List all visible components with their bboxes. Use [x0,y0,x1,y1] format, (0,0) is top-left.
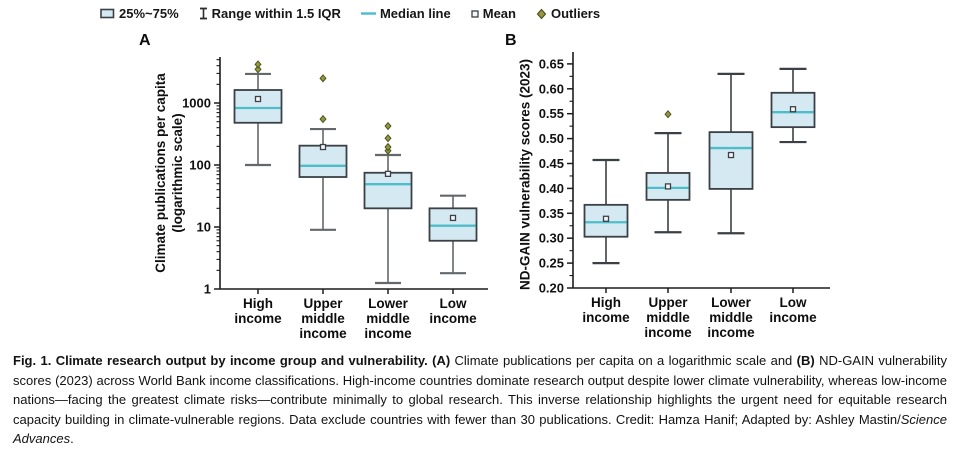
category-label-line: income [364,326,412,341]
mean-marker [254,95,262,103]
legend-label: Range within 1.5 IQR [211,6,341,21]
y-tick-label: 0.50 [539,131,564,146]
category-label-line: income [707,325,755,340]
category-label-upper-middle-income: Upper middle income [299,296,347,341]
outlier-point [384,134,392,143]
box-high-income-b [583,158,629,265]
category-label-line: income [769,310,817,325]
legend-label: Mean [482,6,516,21]
outlier-point [384,121,392,131]
y-tick-label: 0.20 [539,281,564,296]
legend-item-mean: Mean [471,6,516,21]
legend-item-outliers: Outliers [536,6,600,21]
y-tick-label: 0.35 [539,206,564,221]
figure-caption: Fig. 1. Climate research output by incom… [13,351,947,449]
category-label-line: Low [780,295,807,310]
outlier-point [384,142,392,152]
y-tick-label: 0.55 [539,106,564,121]
caption-a-marker: (A) [432,353,451,368]
category-label-line: High [243,296,273,311]
box-low-income-a [428,194,478,275]
category-label-high-income: High income [234,296,282,326]
y-tick-label: 10 [197,220,211,235]
panel-a-label: A [139,32,151,49]
y-tick-label: 0.25 [539,256,564,271]
category-label-line: middle [709,310,753,325]
mean-marker [727,151,735,159]
legend-label: 25%~75% [119,6,179,21]
box-upper-middle-income-a [298,74,348,231]
box-lower-middle-income-a [363,121,413,285]
category-label-line: income [299,326,347,341]
category-label-line: middle [301,311,345,326]
caption-lead: Fig. 1. Climate research output by incom… [13,353,433,368]
category-label-upper-middle-income: Upper middle income [644,295,692,340]
box-range-icon [100,8,115,19]
y-tick-label: 0.60 [539,81,564,96]
category-label-high-income: High income [582,295,630,325]
mean-marker [449,214,457,222]
category-label-lower-middle-income: Lower middle income [364,296,412,341]
legend-label: Outliers [550,6,601,21]
legend-item-iqr-range: Range within 1.5 IQR [199,6,341,21]
iqr-box [363,171,413,210]
category-label-line: Lower [711,295,752,310]
y-tick-label: 100 [189,158,211,173]
iqr-box [708,131,754,190]
y-tick-label: 1 [204,282,211,297]
mean-marker-icon [471,9,479,18]
category-label-line: High [591,295,621,310]
y-tick-label: 0.30 [539,231,564,246]
outlier-point [664,110,672,119]
y-tick-label: 0.45 [539,156,564,171]
y-tick-label: 0.65 [539,56,564,71]
box-upper-middle-income-b [645,110,691,234]
category-label-line: income [644,325,692,340]
category-label-low-income: Low income [429,296,477,326]
iqr-box [233,89,283,124]
mean-marker [664,183,672,190]
caption-tail: . [70,431,74,446]
outlier-point [319,74,327,83]
category-label-line: income [582,310,630,325]
category-label-line: middle [646,310,690,325]
caption-text-a: Climate publications per capita on a log… [450,353,797,368]
outlier-point [254,60,262,69]
outlier-point [319,114,327,124]
caption-text-b: ND-GAIN vulnerability scores (2023) acro… [13,353,947,427]
mean-marker [319,143,327,151]
outlier-diamond-icon [536,8,547,19]
median-line-icon [360,12,376,15]
panel-b-chart: 0.20 0.25 0.30 0.35 0.40 0.45 0.50 0.55 0.60 0.65… [539,52,830,340]
legend: 25%~75% Range within 1.5 IQR Median line… [100,6,600,21]
category-label-line: Upper [648,295,688,310]
category-label-low-income: Low income [769,295,817,325]
legend-label: Median line [379,6,451,21]
caption-b-marker: (B) [796,353,815,368]
box-lower-middle-income-b [708,72,754,235]
category-label-line: Low [440,296,467,311]
outlier-point [254,65,262,74]
panel-b-label: B [505,32,517,49]
box-low-income-b [770,67,816,144]
mean-marker [789,106,797,113]
category-label-line: income [234,311,282,326]
category-label-line: Lower [368,296,409,311]
mean-marker [602,215,610,222]
iqr-box [583,203,629,238]
iqr-whisker-icon [199,7,207,20]
legend-item-iqr-box: 25%~75% [100,6,179,21]
legend-item-median: Median line [360,6,451,21]
category-label-line: middle [366,311,410,326]
y-tick-label: 0.40 [539,181,564,196]
box-high-income-a [233,60,283,167]
y-tick-label: 1000 [182,96,211,111]
category-label-line: Upper [303,296,343,311]
iqr-box [298,144,348,178]
category-label-line: income [429,311,477,326]
category-label-lower-middle-income: Lower middle income [707,295,755,340]
mean-marker [384,170,392,177]
